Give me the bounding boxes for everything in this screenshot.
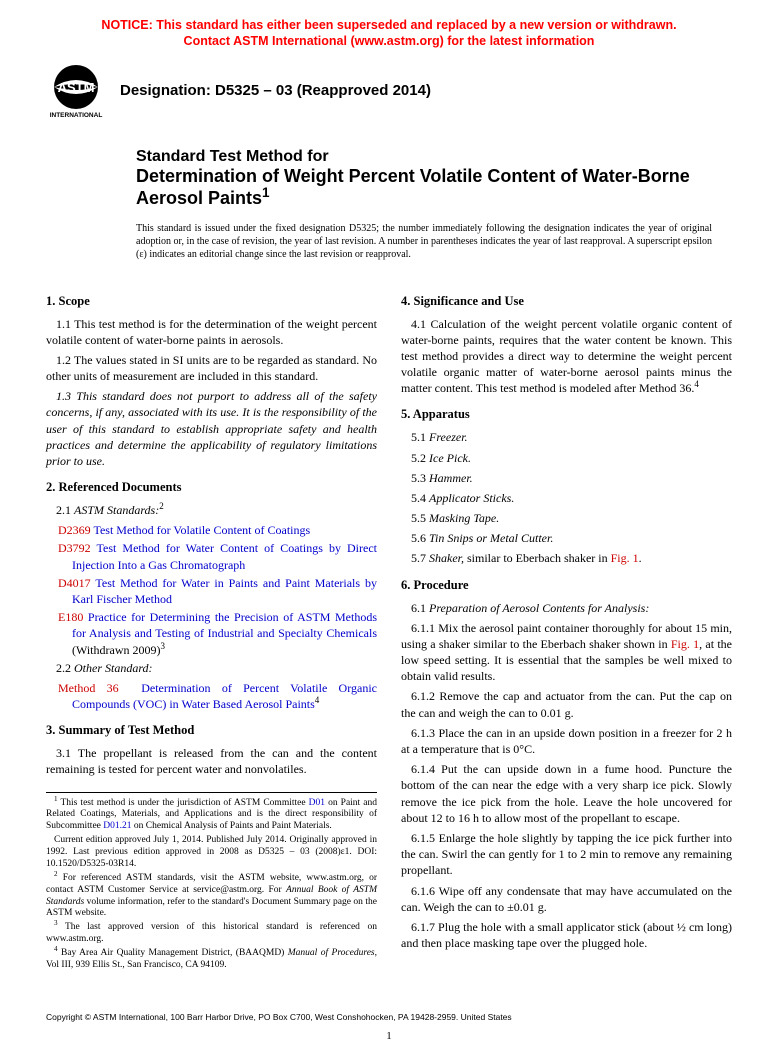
astm-logo: ASTM INTERNATIONAL — [46, 63, 106, 119]
app-4: 5.4 Applicator Sticks. — [401, 490, 732, 506]
ref-d4017: D4017 Test Method for Water in Paints an… — [46, 575, 377, 607]
title-main: Determination of Weight Percent Volatile… — [136, 166, 712, 209]
document-header: ASTM INTERNATIONAL Designation: D5325 – … — [46, 63, 732, 119]
footnotes: 1 This test method is under the jurisdic… — [46, 792, 377, 972]
para-1-3: 1.3 This standard does not purport to ad… — [46, 388, 377, 469]
app-7: 5.7 Shaker, similar to Eberbach shaker i… — [401, 550, 732, 566]
footnote-4: 4 Bay Area Air Quality Management Distri… — [46, 948, 377, 972]
app-1: 5.1 Freezer. — [401, 429, 732, 445]
para-2-2: 2.2 Other Standard: — [46, 660, 377, 676]
notice-line-2: Contact ASTM International (www.astm.org… — [184, 34, 595, 48]
para-6-1-3: 6.1.3 Place the can in an upside down po… — [401, 725, 732, 757]
para-6-1-5: 6.1.5 Enlarge the hole slightly by tappi… — [401, 830, 732, 879]
section-2-head: 2. Referenced Documents — [46, 479, 377, 496]
section-1-head: 1. Scope — [46, 293, 377, 310]
section-4-head: 4. Significance and Use — [401, 293, 732, 310]
ref-method36: Method 36 Determination of Percent Volat… — [46, 680, 377, 712]
app-2: 5.2 Ice Pick. — [401, 450, 732, 466]
supersession-notice: NOTICE: This standard has either been su… — [46, 18, 732, 49]
para-6-1-6: 6.1.6 Wipe off any condensate that may h… — [401, 883, 732, 915]
logo-text-top: ASTM — [58, 80, 95, 95]
para-6-1-1: 6.1.1 Mix the aerosol paint container th… — [401, 620, 732, 685]
ref-d3792: D3792 Test Method for Water Content of C… — [46, 540, 377, 572]
para-4-1: 4.1 Calculation of the weight percent vo… — [401, 316, 732, 397]
footnote-3: 3 The last approved version of this hist… — [46, 922, 377, 946]
body-columns: 1. Scope 1.1 This test method is for the… — [46, 283, 732, 974]
designation-line: Designation: D5325 – 03 (Reapproved 2014… — [120, 81, 431, 101]
right-column: 4. Significance and Use 4.1 Calculation … — [401, 283, 732, 974]
para-1-1: 1.1 This test method is for the determin… — [46, 316, 377, 348]
copyright-line: Copyright © ASTM International, 100 Barr… — [46, 1012, 732, 1023]
ref-d2369: D2369 Test Method for Volatile Content o… — [46, 522, 377, 538]
title-lead: Standard Test Method for — [136, 147, 712, 166]
logo-text-bottom: INTERNATIONAL — [50, 112, 103, 119]
para-6-1-4: 6.1.4 Put the can upside down in a fume … — [401, 761, 732, 826]
para-2-1: 2.1 ASTM Standards:2 — [46, 502, 377, 518]
app-5: 5.5 Masking Tape. — [401, 510, 732, 526]
para-1-2: 1.2 The values stated in SI units are to… — [46, 352, 377, 384]
footnote-1b: Current edition approved July 1, 2014. P… — [46, 835, 377, 871]
footnote-1: 1 This test method is under the jurisdic… — [46, 798, 377, 834]
title-block: Standard Test Method for Determination o… — [136, 147, 712, 209]
para-6-1-2: 6.1.2 Remove the cap and actuator from t… — [401, 688, 732, 720]
footnote-2: 2 For referenced ASTM standards, visit t… — [46, 873, 377, 921]
issuance-note: This standard is issued under the fixed … — [136, 222, 712, 261]
para-6-1: 6.1 Preparation of Aerosol Contents for … — [401, 600, 732, 616]
para-3-1: 3.1 The propellant is released from the … — [46, 745, 377, 777]
app-6: 5.6 Tin Snips or Metal Cutter. — [401, 530, 732, 546]
section-3-head: 3. Summary of Test Method — [46, 722, 377, 739]
ref-e180: E180 Practice for Determining the Precis… — [46, 609, 377, 658]
left-column: 1. Scope 1.1 This test method is for the… — [46, 283, 377, 974]
section-6-head: 6. Procedure — [401, 577, 732, 594]
page-number: 1 — [46, 1029, 732, 1044]
para-6-1-7: 6.1.7 Plug the hole with a small applica… — [401, 919, 732, 951]
notice-line-1: NOTICE: This standard has either been su… — [101, 18, 676, 32]
app-3: 5.3 Hammer. — [401, 470, 732, 486]
section-5-head: 5. Apparatus — [401, 406, 732, 423]
